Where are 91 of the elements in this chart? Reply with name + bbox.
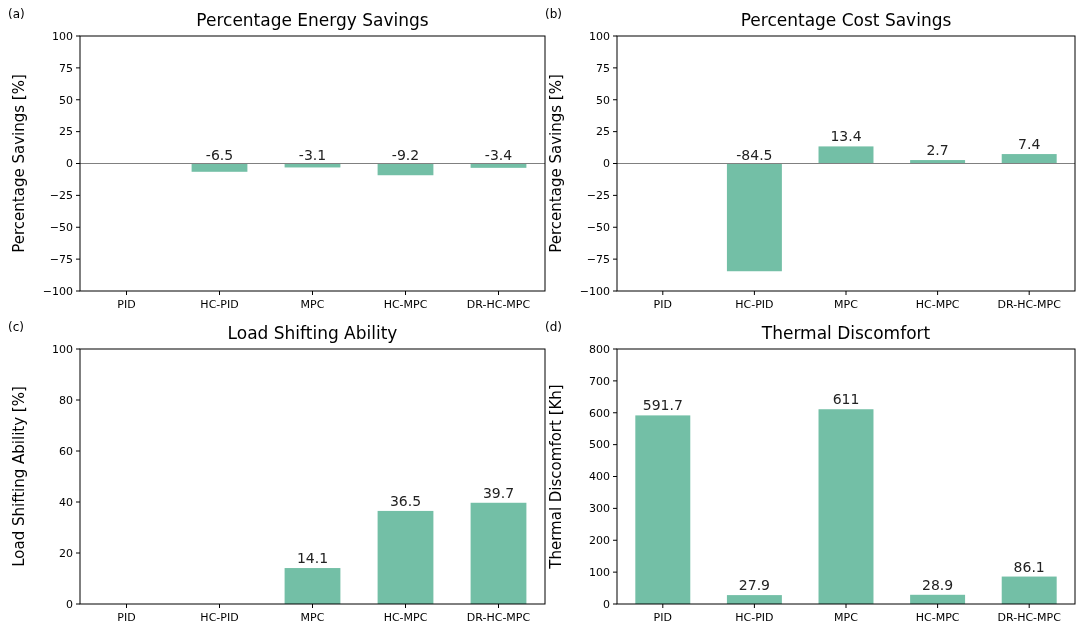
y-tick-label: 25: [596, 125, 610, 139]
y-tick-label: −25: [586, 189, 610, 203]
text: (a): [8, 7, 25, 21]
data-label: -84.5: [736, 146, 773, 163]
x-tick-label: PID: [653, 298, 672, 311]
x-tick-label: DR-HC-MPC: [466, 611, 531, 624]
bar: [726, 163, 782, 272]
y-tick-label: 25: [59, 125, 73, 139]
data-label: 14.1: [296, 550, 329, 567]
y-tick-label: 500: [589, 438, 610, 452]
y-tick-label: 50: [596, 93, 610, 107]
bar: [818, 409, 874, 604]
x-tick-label: HC-MPC: [915, 611, 960, 624]
y-axis-title: Percentage Savings [%]: [547, 74, 565, 253]
y-tick-label: 80: [59, 393, 73, 407]
text: (b): [545, 7, 562, 21]
bar: [818, 146, 874, 164]
y-tick-label: −50: [586, 221, 610, 235]
data-label: 28.9: [922, 576, 954, 593]
data-label: -3.1: [298, 146, 327, 163]
x-tick-label: DR-HC-MPC: [466, 298, 531, 311]
x-tick-label: HC-MPC: [383, 611, 428, 624]
y-tick-label: −25: [49, 189, 73, 203]
x-tick-label: PID: [653, 611, 672, 624]
y-tick-label: −75: [586, 252, 610, 266]
x-tick-label: DR-HC-MPC: [997, 611, 1062, 624]
y-axis-title: Thermal Discomfort [Kh]: [547, 384, 565, 570]
data-label: 7.4: [1018, 136, 1041, 153]
y-tick-label: 20: [59, 546, 73, 560]
bar: [726, 595, 782, 604]
data-label: 27.9: [738, 577, 770, 594]
y-tick-label: −75: [49, 252, 73, 266]
y-tick-label: 0: [603, 157, 610, 171]
y-tick-label: 300: [589, 502, 610, 516]
y-axis-title: Percentage Savings [%]: [10, 74, 28, 253]
y-tick-label: 800: [589, 342, 610, 356]
x-tick-label: HC-PID: [735, 298, 774, 311]
x-tick-label: MPC: [834, 611, 859, 624]
chart-title: Load Shifting Ability: [227, 323, 398, 343]
chart-title: Percentage Cost Savings: [740, 10, 952, 30]
bar: [470, 502, 527, 604]
y-tick-label: 100: [589, 565, 610, 579]
y-tick-label: −100: [42, 284, 73, 298]
data-label: 2.7: [926, 142, 949, 159]
text: (d): [545, 320, 562, 334]
data-label: 611: [832, 391, 860, 408]
chart-title: Thermal Discomfort: [760, 323, 931, 343]
y-tick-label: 600: [589, 406, 610, 420]
x-tick-label: HC-MPC: [915, 298, 960, 311]
y-tick-label: 0: [66, 597, 73, 611]
data-label: -6.5: [205, 146, 234, 163]
y-tick-label: 100: [52, 342, 73, 356]
bar: [1001, 576, 1057, 604]
x-tick-label: MPC: [834, 298, 859, 311]
x-tick-label: DR-HC-MPC: [997, 298, 1062, 311]
y-tick-label: 200: [589, 534, 610, 548]
y-tick-label: 700: [589, 374, 610, 388]
data-label: -3.4: [484, 146, 513, 163]
y-tick-label: 75: [596, 61, 610, 75]
data-label: 36.5: [389, 492, 422, 509]
y-axis-title: Load Shifting Ability [%]: [10, 386, 28, 567]
bar: [635, 415, 691, 604]
data-label: 13.4: [830, 128, 862, 145]
data-label: 39.7: [482, 484, 515, 501]
y-tick-label: 60: [59, 444, 73, 458]
x-tick-label: MPC: [300, 611, 325, 624]
x-tick-label: HC-MPC: [383, 298, 428, 311]
x-tick-label: MPC: [300, 298, 325, 311]
data-label: -9.2: [391, 146, 420, 163]
bar: [284, 568, 341, 604]
y-tick-label: −100: [579, 284, 610, 298]
x-tick-label: PID: [117, 298, 136, 311]
y-tick-label: 100: [52, 29, 73, 43]
x-tick-label: HC-PID: [200, 298, 239, 311]
bar: [377, 510, 434, 604]
data-label: 591.7: [642, 397, 683, 414]
y-tick-label: −50: [49, 221, 73, 235]
y-tick-label: 100: [589, 29, 610, 43]
x-tick-label: HC-PID: [200, 611, 239, 624]
y-tick-label: 75: [59, 61, 73, 75]
y-tick-label: 40: [59, 495, 73, 509]
x-tick-label: HC-PID: [735, 611, 774, 624]
y-tick-label: 400: [589, 470, 610, 484]
data-label: 86.1: [1013, 558, 1045, 575]
bar: [1001, 154, 1057, 164]
y-tick-label: 50: [59, 93, 73, 107]
x-tick-label: PID: [117, 611, 136, 624]
y-tick-label: 0: [66, 157, 73, 171]
y-tick-label: 0: [603, 597, 610, 611]
text: (c): [8, 320, 24, 334]
chart-title: Percentage Energy Savings: [196, 10, 429, 30]
